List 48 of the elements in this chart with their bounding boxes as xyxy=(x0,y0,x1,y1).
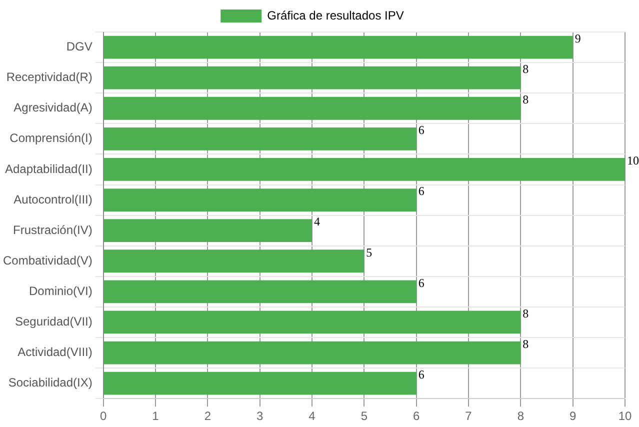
y-tick-label: Frustración(IV) xyxy=(13,222,92,237)
x-tick-label: 5 xyxy=(360,409,368,424)
bar xyxy=(104,127,416,150)
bar xyxy=(104,36,573,59)
legend-label: Gráfica de resultados IPV xyxy=(267,8,404,22)
bar xyxy=(104,96,521,120)
bar xyxy=(104,280,416,304)
x-tick-label: 9 xyxy=(569,409,576,424)
data-label: 8 xyxy=(522,62,529,76)
bar xyxy=(104,66,521,90)
data-label: 8 xyxy=(522,306,529,320)
x-tick-label: 2 xyxy=(204,409,212,424)
y-tick-label: Adaptabilidad(II) xyxy=(4,162,92,176)
data-label: 10 xyxy=(627,154,639,168)
y-tick-label: Combatividad(V) xyxy=(2,253,92,268)
x-tick-label: 7 xyxy=(465,409,472,424)
x-tick-label: 3 xyxy=(256,409,264,424)
y-tick-label: DGV xyxy=(66,40,92,54)
data-label: 4 xyxy=(314,214,320,229)
data-label: 6 xyxy=(418,276,424,290)
data-label: 9 xyxy=(574,31,581,46)
x-tick-label: 4 xyxy=(308,409,316,424)
y-tick-label: Receptividad(R) xyxy=(6,70,92,84)
x-tick-label: 10 xyxy=(618,409,632,424)
bar xyxy=(104,158,625,181)
bar xyxy=(104,250,364,273)
bar xyxy=(104,310,521,334)
y-tick-label: Seguridad(VII) xyxy=(14,314,92,329)
bar xyxy=(104,372,416,395)
data-label: 5 xyxy=(366,245,372,260)
y-tick-label: Comprensión(I) xyxy=(10,131,92,146)
data-label: 6 xyxy=(418,367,424,382)
bar xyxy=(104,188,416,212)
x-tick-label: 0 xyxy=(100,409,108,424)
data-label: 6 xyxy=(418,184,424,198)
bar xyxy=(104,341,521,364)
bar xyxy=(104,219,312,242)
y-tick-label: Agresividad(A) xyxy=(14,100,92,115)
data-label: 6 xyxy=(418,123,424,138)
y-tick-label: Dominio(VI) xyxy=(29,284,92,298)
x-tick-label: 8 xyxy=(517,409,524,424)
data-label: 8 xyxy=(522,336,529,351)
y-tick-label: Autocontrol(III) xyxy=(14,192,92,206)
data-label: 8 xyxy=(522,92,529,107)
y-tick-label: Actividad(VIII) xyxy=(18,345,92,360)
x-tick-label: 1 xyxy=(152,409,160,424)
x-tick-label: 6 xyxy=(413,409,420,424)
y-tick-label: Sociabilidad(IX) xyxy=(8,376,92,390)
